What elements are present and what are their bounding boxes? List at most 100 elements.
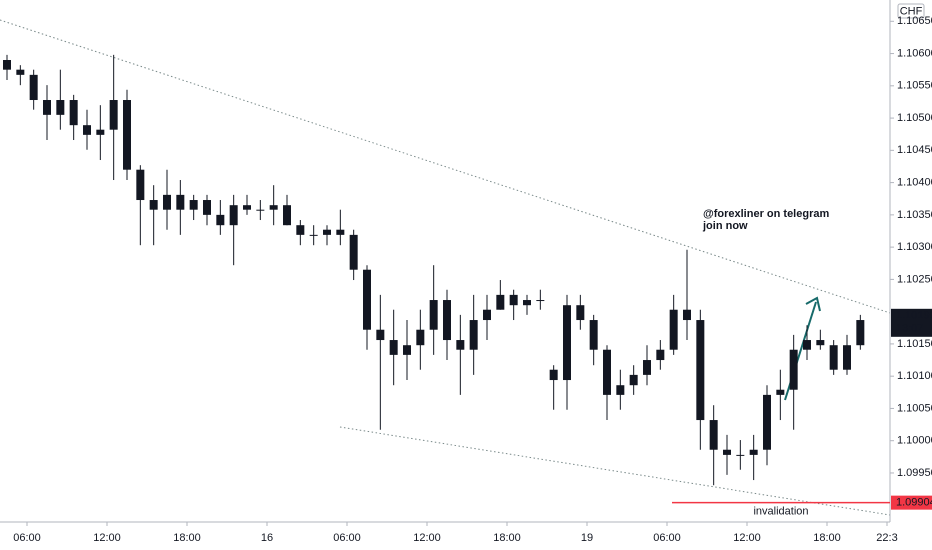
candle-body bbox=[563, 305, 571, 381]
last-price-tag bbox=[891, 308, 932, 337]
candle-body bbox=[589, 320, 598, 350]
candle-body bbox=[509, 294, 518, 306]
x-tick-label: 18:00 bbox=[173, 532, 201, 544]
y-tick-label: 1.10350 bbox=[897, 209, 932, 221]
candle-body bbox=[56, 100, 65, 115]
candle-body bbox=[523, 300, 531, 306]
candle-body bbox=[843, 345, 851, 370]
candle-body bbox=[603, 349, 611, 395]
y-tick-label: 1.10300 bbox=[897, 241, 932, 253]
candle-body bbox=[403, 345, 411, 355]
candle-body bbox=[109, 100, 118, 130]
y-tick-label: 1.10550 bbox=[897, 80, 932, 92]
candle-body bbox=[549, 369, 558, 381]
candle-body bbox=[243, 205, 251, 210]
candle-body bbox=[163, 194, 171, 210]
candle-body bbox=[96, 129, 105, 135]
y-tick-label: 1.10000 bbox=[897, 435, 932, 447]
candle-body bbox=[789, 349, 798, 390]
candle-body bbox=[429, 300, 438, 330]
candle-body bbox=[389, 340, 398, 355]
candle-body bbox=[256, 209, 265, 211]
candle-body bbox=[363, 269, 371, 330]
candle-body bbox=[69, 100, 78, 126]
candle-body bbox=[683, 309, 691, 321]
y-tick-label: 1.10600 bbox=[897, 47, 932, 59]
x-tick-label: 12:00 bbox=[93, 532, 121, 544]
annotation: @forexliner on telegram bbox=[703, 208, 829, 220]
x-tick-label: 18:00 bbox=[813, 532, 841, 544]
candle-body bbox=[149, 200, 158, 210]
currency: CHF bbox=[900, 5, 923, 17]
candle-body bbox=[656, 349, 665, 361]
candle-body bbox=[816, 340, 825, 346]
y-tick-label: 1.10650 bbox=[897, 15, 932, 27]
candle-body bbox=[296, 225, 305, 235]
x-tick-label: 06:00 bbox=[13, 532, 41, 544]
candle-body bbox=[763, 394, 771, 450]
candle-body bbox=[216, 214, 225, 226]
candle-body bbox=[443, 300, 451, 341]
candle-body bbox=[749, 449, 758, 455]
candle-body bbox=[856, 320, 865, 346]
candle-body bbox=[416, 329, 425, 346]
candle-body bbox=[43, 100, 51, 115]
candle-body bbox=[229, 205, 238, 226]
currency-box bbox=[897, 3, 925, 19]
candle-body bbox=[283, 205, 291, 226]
candle-body bbox=[269, 205, 278, 210]
y-tick-label: 1.10400 bbox=[897, 177, 932, 189]
countdown: 13:07 bbox=[896, 323, 924, 335]
candle-body bbox=[643, 360, 651, 375]
y-tick-label: 1.10150 bbox=[897, 338, 932, 350]
candle-body bbox=[136, 169, 145, 201]
candle-body bbox=[469, 320, 478, 350]
x-tick-label: 19 bbox=[581, 532, 593, 544]
invalidation-label: invalidation bbox=[753, 506, 808, 518]
candle-body bbox=[309, 234, 318, 236]
candle-body bbox=[176, 194, 185, 210]
candle-body bbox=[16, 69, 25, 75]
x-tick-label: 06:00 bbox=[333, 532, 361, 544]
x-tick-label: 18:00 bbox=[493, 532, 521, 544]
candle-body bbox=[83, 125, 91, 135]
invalidation-price-tag bbox=[891, 495, 932, 510]
candle-body bbox=[29, 74, 38, 101]
y-tick-label: 1.10100 bbox=[897, 370, 932, 382]
candle-body bbox=[709, 420, 718, 450]
candle-body bbox=[496, 294, 505, 310]
y-tick-label: 1.10250 bbox=[897, 273, 932, 285]
last-price: 1.10192 bbox=[896, 310, 932, 322]
upper-trendline bbox=[0, 19, 891, 314]
candle-body bbox=[323, 229, 331, 235]
candle-body bbox=[456, 340, 465, 350]
lower-trendline bbox=[339, 426, 891, 516]
x-tick-label: 06:00 bbox=[653, 532, 681, 544]
candle-body bbox=[736, 454, 745, 456]
x-tick-label: 16 bbox=[261, 532, 273, 544]
candle-body bbox=[189, 200, 198, 210]
candle-body bbox=[483, 309, 491, 321]
x-tick-label: 12:00 bbox=[413, 532, 441, 544]
candle-body bbox=[123, 100, 131, 170]
candle-body bbox=[616, 385, 625, 395]
candles bbox=[3, 54, 865, 486]
y-tick-label: 1.10500 bbox=[897, 112, 932, 124]
candle-body bbox=[696, 320, 705, 421]
candle-body bbox=[536, 300, 545, 302]
candle-body bbox=[669, 309, 678, 350]
candle-body bbox=[349, 234, 358, 270]
candle-body bbox=[776, 389, 785, 395]
annotation: join now bbox=[702, 220, 748, 232]
x-tick-label: 22:3 bbox=[876, 532, 897, 544]
candle-body bbox=[723, 449, 731, 455]
invalidation-price: 1.09904 bbox=[896, 497, 932, 509]
candle-body bbox=[803, 340, 811, 350]
y-tick-label: 1.10450 bbox=[897, 144, 932, 156]
y-tick-label: 1.10050 bbox=[897, 402, 932, 414]
candle-body bbox=[336, 229, 345, 235]
candle-body bbox=[3, 60, 11, 70]
candle-body bbox=[829, 345, 838, 370]
